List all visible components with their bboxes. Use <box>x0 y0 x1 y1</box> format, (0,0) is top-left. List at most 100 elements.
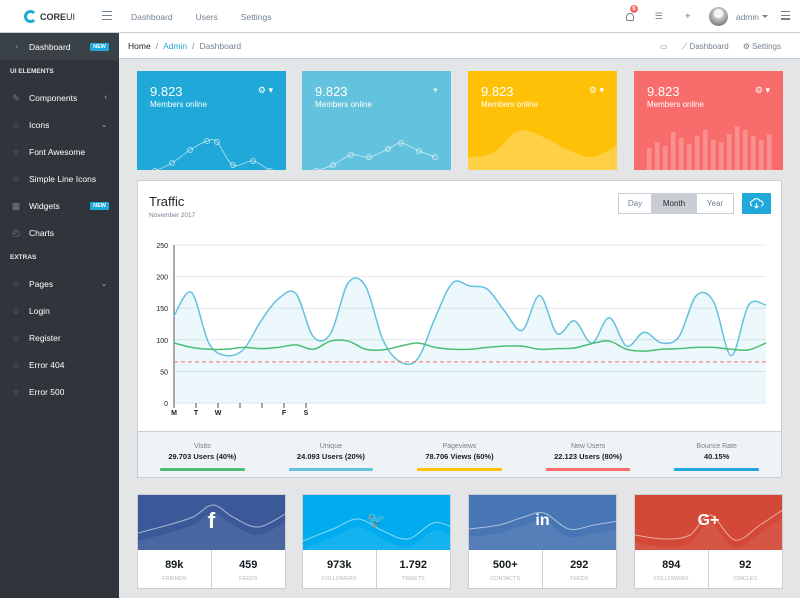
period-button-group: Day Month Year <box>618 193 734 214</box>
series-area <box>174 277 766 403</box>
sidebar: ◔ Dashboard NEW UI ELEMENTS ✎ Components ‹ ☆ Ico… <box>0 33 119 598</box>
top-header: COREUI Dashboard Users Settings 5 ☰ ⌖ ad… <box>0 0 800 33</box>
traffic-card: Traffic November 2017 Day Month Year 0 50… <box>137 180 782 478</box>
social-stat-caption: CONTACTS <box>490 576 521 582</box>
location-pin-icon[interactable]: ⌖ <box>432 85 438 95</box>
cloud-download-icon <box>750 198 764 209</box>
topnav-dashboard[interactable]: Dashboard <box>131 12 173 22</box>
social-card-linkedin: in 500+ CONTACTS 292 FEEDS <box>468 494 617 589</box>
social-stat-value: 89k <box>165 559 184 571</box>
traffic-stat-bounce-rate: Bounce Rate 40.15% <box>652 432 781 477</box>
sidebar-item-simple-line-icons[interactable]: ☆ Simple Line Icons <box>0 165 119 192</box>
star-icon: ☆ <box>11 146 21 157</box>
stat-card-sparkline <box>468 130 617 170</box>
sidebar-toggle-icon[interactable] <box>102 11 112 23</box>
brand-name: CORE <box>40 11 67 22</box>
puzzle-icon: ✎ <box>12 92 20 103</box>
sidebar-item-icons[interactable]: ☆ Icons ⌄ <box>0 111 119 138</box>
day-button[interactable]: Day <box>619 194 652 213</box>
stat-card-label: Members online <box>150 100 207 109</box>
year-button[interactable]: Year <box>706 199 724 208</box>
month-button[interactable]: Month <box>652 194 697 213</box>
star-icon: ☆ <box>11 278 21 289</box>
breadcrumb-menu-settings[interactable]: ⚙ Settings <box>742 42 781 51</box>
breadcrumb-admin[interactable]: Admin <box>163 40 188 51</box>
notifications-bell-icon[interactable]: 5 <box>622 4 638 23</box>
location-pin-icon[interactable]: ⌖ <box>685 10 691 21</box>
traffic-title: Traffic <box>149 194 185 209</box>
social-stat-value: 459 <box>239 559 258 571</box>
sidebar-item-error-500[interactable]: ☆ Error 500 <box>0 378 119 405</box>
stat-value: 24.093 Users (20%) <box>296 452 365 461</box>
breadcrumb-menu-dashboard[interactable]: ⟋ Dashboard <box>681 42 729 51</box>
social-stat: 292 FEEDS <box>543 550 617 588</box>
stat-card-sparkline <box>152 138 273 170</box>
stat-card-label: Members online <box>315 100 372 109</box>
stat-value: 22.123 Users (80%) <box>554 452 623 461</box>
social-stat-value: 92 <box>739 559 752 571</box>
x-tick-label: M <box>171 410 177 417</box>
social-card-facebook: f 89k FRIENDS 459 FEEDS <box>137 494 286 589</box>
chevron-down-icon[interactable] <box>762 15 768 18</box>
speedometer-icon: ◔ <box>13 41 19 52</box>
chevron-icon: ⌄ <box>101 121 107 129</box>
chevron-icon: ⌄ <box>101 280 107 288</box>
sidebar-item-dashboard[interactable]: ◔ Dashboard NEW <box>0 33 119 60</box>
y-tick-label: 100 <box>156 338 168 345</box>
traffic-stat-new-users: New Users 22.123 Users (80%) <box>524 432 653 477</box>
sidebar-item-label: Register <box>29 332 61 343</box>
social-stat-value: 500+ <box>492 559 518 571</box>
sidebar-item-login[interactable]: ☆ Login <box>0 297 119 324</box>
top-nav: Dashboard Users Settings <box>131 12 272 22</box>
social-stat: 1.792 TWEETS <box>377 550 451 588</box>
user-name[interactable]: admin <box>735 11 759 22</box>
stat-label: Unique <box>319 443 342 450</box>
sidebar-item-label: Simple Line Icons <box>29 173 97 184</box>
cloud-download-button[interactable] <box>742 193 771 214</box>
sidebar-item-label: Pages <box>29 278 54 289</box>
sidebar-item-pages[interactable]: ☆ Pages ⌄ <box>0 270 119 297</box>
topnav-settings[interactable]: Settings <box>240 12 272 22</box>
sidebar-item-label: Icons <box>29 119 50 130</box>
sidebar-item-register[interactable]: ☆ Register <box>0 324 119 351</box>
social-stat: 894 FOLLOWERS <box>635 550 709 588</box>
traffic-chart: 0 50 100 150 200 250 M T W F S <box>156 243 767 417</box>
stat-progress-bar <box>288 468 374 471</box>
coreui-logo-icon <box>24 10 37 23</box>
graph-icon: ⟋ <box>681 42 690 51</box>
y-tick-label: 150 <box>156 306 168 313</box>
stat-card-value: 9.823 <box>150 84 183 99</box>
sidebar-item-charts[interactable]: ◴ Charts <box>0 219 119 246</box>
stat-card-value: 9.823 <box>315 84 348 99</box>
social-stat-caption: FEEDS <box>239 576 258 582</box>
traffic-subtitle: November 2017 <box>149 212 196 219</box>
gear-icon[interactable]: ⚙ ▾ <box>257 85 273 95</box>
sidebar-item-error-404[interactable]: ☆ Error 404 <box>0 351 119 378</box>
facebook-icon: f <box>207 508 216 533</box>
sidebar-item-widgets[interactable]: ▦ Widgets NEW <box>0 192 119 219</box>
series-line-2 <box>173 339 767 352</box>
traffic-stat-visits: Visits 29.703 Users (40%) <box>138 432 267 477</box>
list-icon[interactable]: ☰ <box>654 10 663 21</box>
sidebar-section-title: UI ELEMENTS <box>10 68 54 75</box>
gear-icon[interactable]: ⚙ ▾ <box>754 85 770 95</box>
stat-card-2: 9.823 Members online ⌖ <box>302 71 451 170</box>
speech-bubble-icon[interactable]: ▭ <box>660 42 668 51</box>
sidebar-item-components[interactable]: ✎ Components ‹ <box>0 84 119 111</box>
social-stat-caption: CIRCLES <box>733 576 758 582</box>
twitter-icon: 🐦 <box>366 512 387 529</box>
social-stats-row: 973k FOLLOWERS 1.792 TWEETS <box>303 550 451 588</box>
stat-progress-bar <box>674 468 759 471</box>
social-card-header: in <box>469 495 616 550</box>
avatar[interactable] <box>708 7 728 26</box>
sidebar-item-label: Dashboard <box>29 41 71 52</box>
stat-progress-bar <box>545 468 631 471</box>
breadcrumb-home[interactable]: Home <box>128 40 151 51</box>
breadcrumb-menu: ▭ ⟋ Dashboard ⚙ Settings <box>660 42 781 52</box>
sidebar-item-label: Widgets <box>29 200 60 211</box>
aside-menu-toggle-icon[interactable] <box>781 10 790 22</box>
sidebar-item-font-awesome[interactable]: ☆ Font Awesome <box>0 138 119 165</box>
topnav-users[interactable]: Users <box>195 12 218 22</box>
brand-logo[interactable]: COREUI <box>0 0 119 33</box>
gear-icon[interactable]: ⚙ ▾ <box>588 85 604 95</box>
